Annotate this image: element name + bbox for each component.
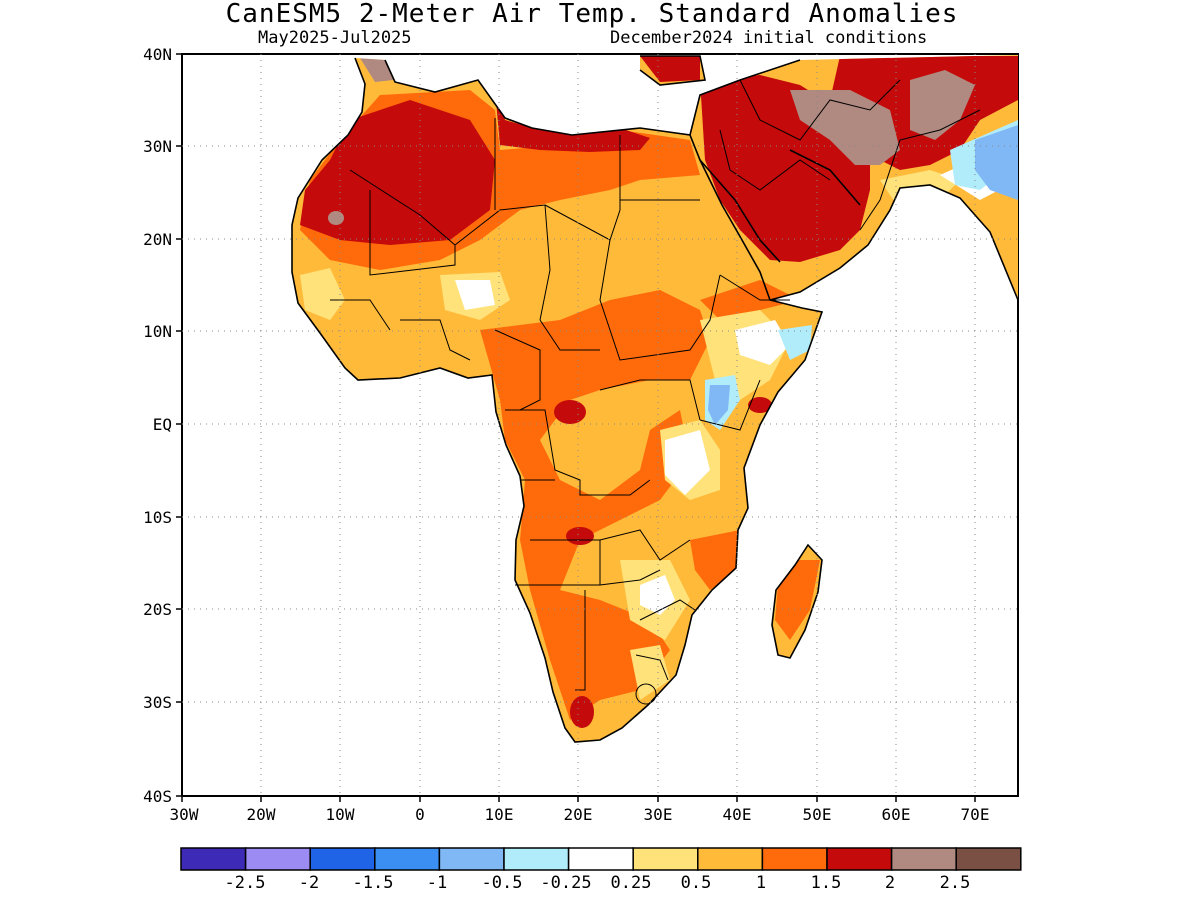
lat-label: EQ — [153, 415, 172, 434]
lon-label: 70E — [961, 805, 990, 824]
lat-label: 40S — [143, 787, 172, 806]
lat-label: 10S — [143, 508, 172, 527]
colorbar-swatch — [632, 847, 699, 871]
colorbar-swatch — [761, 847, 828, 871]
lon-label: 20W — [247, 805, 276, 824]
colorbar-label: 1.5 — [811, 873, 842, 893]
lat-label: 30S — [143, 693, 172, 712]
lon-label: 10W — [326, 805, 355, 824]
lat-label: 10N — [143, 322, 172, 341]
colorbar-swatch — [244, 847, 311, 871]
longitude-labels: 30W 20W 10W 0 10E 20E 30E 40E 50E 60E 70… — [170, 805, 990, 824]
colorbar-label: -0.25 — [540, 873, 591, 893]
lon-label: 30W — [170, 805, 199, 824]
colorbar-swatch — [180, 847, 247, 871]
axis-ticks — [176, 53, 976, 802]
colorbar-label: -2.5 — [225, 873, 266, 893]
colorbar-label: -1.5 — [353, 873, 394, 893]
lat-label: 40N — [143, 45, 172, 64]
map-title: CanESM5 2-Meter Air Temp. Standard Anoma… — [225, 0, 959, 29]
coastlines — [291, 55, 1018, 743]
colorbar-swatch — [955, 847, 1022, 871]
colorbar-swatch — [503, 847, 570, 871]
colorbar-label: -1 — [427, 873, 447, 893]
lon-label: 60E — [882, 805, 911, 824]
colorbar-swatch — [697, 847, 764, 871]
colorbar-swatch — [567, 847, 634, 871]
lat-label: 20S — [143, 600, 172, 619]
lon-label: 50E — [803, 805, 832, 824]
lon-label: 10E — [485, 805, 514, 824]
colorbar-labels: -2.5 -2 -1.5 -1 -0.5 -0.25 0.25 0.5 1 1.… — [225, 873, 971, 893]
colorbar-label: -0.5 — [482, 873, 523, 893]
lon-label: 40E — [723, 805, 752, 824]
graticule — [182, 54, 1018, 796]
colorbar-swatch — [890, 847, 957, 871]
lon-label: 20E — [564, 805, 593, 824]
lat-label: 30N — [143, 137, 172, 156]
colorbar-swatch — [309, 847, 376, 871]
initial-conditions: December2024 initial conditions — [610, 28, 928, 48]
colorbar — [180, 847, 1022, 871]
colorbar-swatch — [438, 847, 505, 871]
colorbar-label: 2 — [885, 873, 895, 893]
colorbar-label: 0.25 — [611, 873, 652, 893]
lon-label: 30E — [644, 805, 673, 824]
latitude-labels: 40N 30N 20N 10N EQ 10S 20S 30S 40S — [143, 45, 172, 806]
colorbar-label: -2 — [299, 873, 319, 893]
lon-label: 0 — [415, 805, 425, 824]
colorbar-swatch — [826, 847, 893, 871]
colorbar-label: 2.5 — [940, 873, 971, 893]
colorbar-label: 0.5 — [681, 873, 712, 893]
colorbar-swatch — [374, 847, 441, 871]
lat-label: 20N — [143, 230, 172, 249]
forecast-period: May2025-Jul2025 — [258, 28, 412, 48]
colorbar-label: 1 — [756, 873, 766, 893]
